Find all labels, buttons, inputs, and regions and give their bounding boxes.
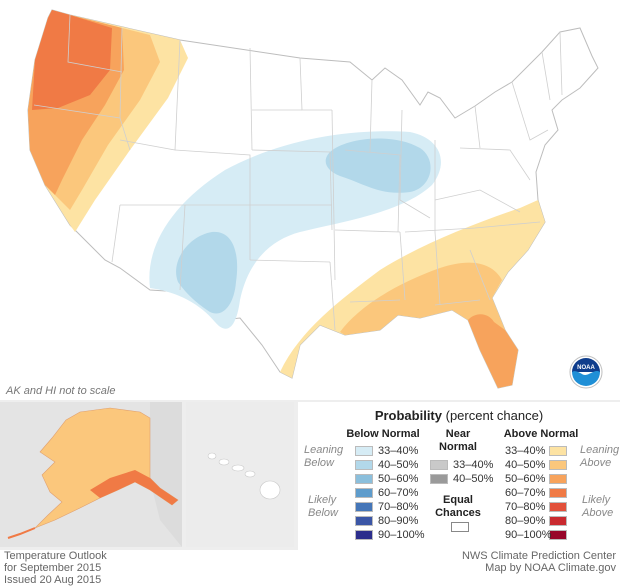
alaska-aleutians [7, 527, 36, 539]
pnw-60-70-zone [32, 10, 112, 110]
below-normal-label-1: 40–50% [378, 459, 419, 471]
legend-title-rest: (percent chance) [445, 408, 544, 423]
hawaii-panel [186, 402, 294, 547]
leaning-below-label: Leaning Below [304, 444, 344, 469]
equal-chances-label-1: Equal [443, 494, 473, 506]
above-normal-swatch-3 [549, 488, 567, 498]
near-normal-header-2: Normal [439, 441, 477, 453]
canada-neighbor-ak [150, 402, 182, 547]
legend-title-bold: Probability [374, 408, 442, 423]
above-normal-swatch-5 [549, 516, 567, 526]
below-normal-label-0: 33–40% [378, 445, 419, 457]
near-normal-label-1: 40–50% [453, 473, 494, 485]
above-normal-label-0: 33–40% [505, 445, 546, 457]
likely-below-label: Likely Below [308, 494, 338, 519]
caption-title: Temperature Outlook [4, 550, 107, 562]
below-normal-label-5: 80–90% [378, 515, 419, 527]
state-boundaries [33, 14, 563, 331]
near-normal-label-0: 33–40% [453, 459, 494, 471]
hawaii-islands [207, 452, 281, 500]
florida-50-60-zone [468, 314, 518, 388]
credit-caption: NWS Climate Prediction Center Map by NOA… [462, 550, 616, 574]
legend-title: Probability (percent chance) [298, 408, 620, 423]
above-normal-label-5: 80–90% [505, 515, 546, 527]
below-normal-swatch-5 [355, 516, 373, 526]
above-normal-swatch-1 [549, 460, 567, 470]
above-normal-header: Above Normal [503, 428, 579, 440]
credit-line-1: NWS Climate Prediction Center [461, 550, 616, 562]
southeast-40-50-zone [340, 262, 518, 388]
above-normal-label-3: 60–70% [505, 487, 546, 499]
scale-note: AK and HI not to scale [6, 385, 116, 397]
likely-above-label: Likely Above [582, 494, 614, 519]
above-normal-swatch-6 [549, 530, 567, 540]
near-normal-swatch-0 [430, 460, 448, 470]
above-normal-label-4: 70–80% [505, 501, 546, 513]
below-normal-label-2: 50–60% [378, 473, 419, 485]
below-normal-label-3: 60–70% [378, 487, 419, 499]
southwest-40-50-zone [176, 231, 238, 314]
above-normal-label-1: 40–50% [505, 459, 546, 471]
below-normal-swatch-2 [355, 474, 373, 484]
below-normal-label-4: 70–80% [378, 501, 419, 513]
above-normal-swatch-2 [549, 474, 567, 484]
noaa-logo-text: NOAA [577, 365, 595, 371]
below-normal-swatch-4 [355, 502, 373, 512]
equal-chances-label-2: Chances [435, 507, 481, 519]
noaa-logo: NOAA [569, 355, 603, 389]
above-normal-label-2: 50–60% [505, 473, 546, 485]
below-normal-swatch-6 [355, 530, 373, 540]
below-normal-swatch-0 [355, 446, 373, 456]
probability-legend: Probability (percent chance) Below Norma… [298, 402, 620, 550]
midwest-40-50-zone [325, 138, 431, 193]
credit-line-2: Map by NOAA Climate.gov [485, 562, 616, 574]
caption-issued: Issued 20 Aug 2015 [4, 574, 102, 586]
near-normal-swatch-1 [430, 474, 448, 484]
caption-period: for September 2015 [4, 562, 102, 574]
below-normal-swatch-1 [355, 460, 373, 470]
near-normal-header-1: Near [445, 428, 471, 440]
above-normal-label-6: 90–100% [505, 529, 552, 541]
below-normal-header: Below Normal [346, 428, 420, 440]
below-normal-label-6: 90–100% [378, 529, 425, 541]
above-normal-swatch-0 [549, 446, 567, 456]
equal-chances-swatch [451, 522, 469, 532]
above-normal-swatch-4 [549, 502, 567, 512]
alaska-south-coast-zone [90, 470, 178, 505]
below-normal-swatch-3 [355, 488, 373, 498]
outlook-caption: Temperature Outlook for September 2015 I… [4, 550, 107, 586]
leaning-above-label: Leaning Above [580, 444, 620, 469]
